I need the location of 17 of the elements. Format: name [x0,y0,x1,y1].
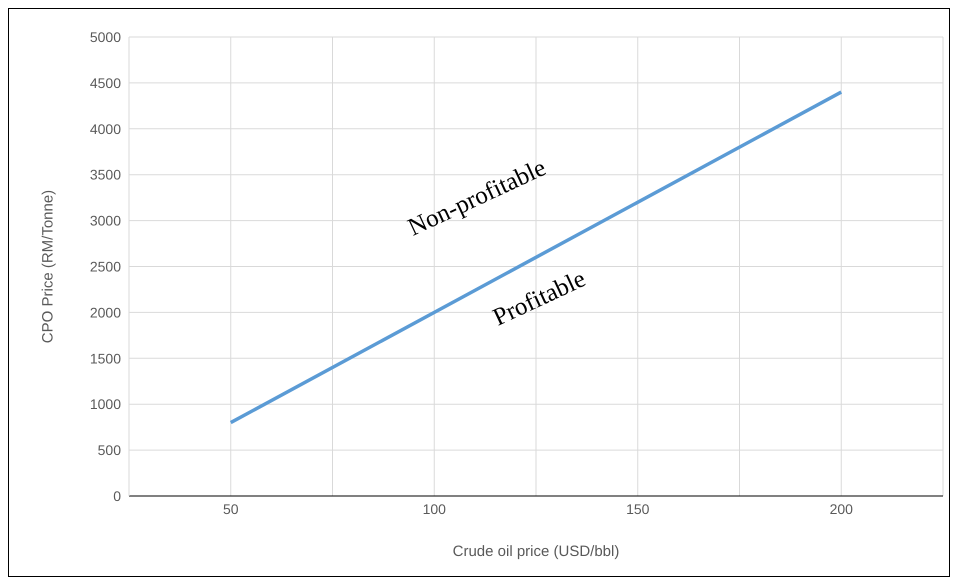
y-axis-title: CPO Price (RM/Tonne) [39,190,56,344]
y-tick-label: 3500 [90,166,122,183]
y-tick-label: 3000 [90,212,122,229]
x-tick-label: 200 [830,500,854,517]
y-tick-label: 5000 [90,28,122,45]
x-tick-label: 50 [222,500,239,517]
x-tick-label: 100 [422,500,446,517]
x-tick-label: 150 [626,500,650,517]
y-tick-label: 2000 [90,304,122,320]
y-tick-label: 500 [98,442,122,458]
y-tick-label: 4000 [90,120,122,137]
y-tick-label: 0 [113,488,122,504]
y-tick-label: 4500 [90,74,122,91]
y-tick-label: 2500 [90,258,122,274]
y-tick-label: 1500 [90,350,122,366]
x-axis-title: Crude oil price (USD/bbl) [452,543,620,560]
y-tick-label: 1000 [90,396,122,412]
